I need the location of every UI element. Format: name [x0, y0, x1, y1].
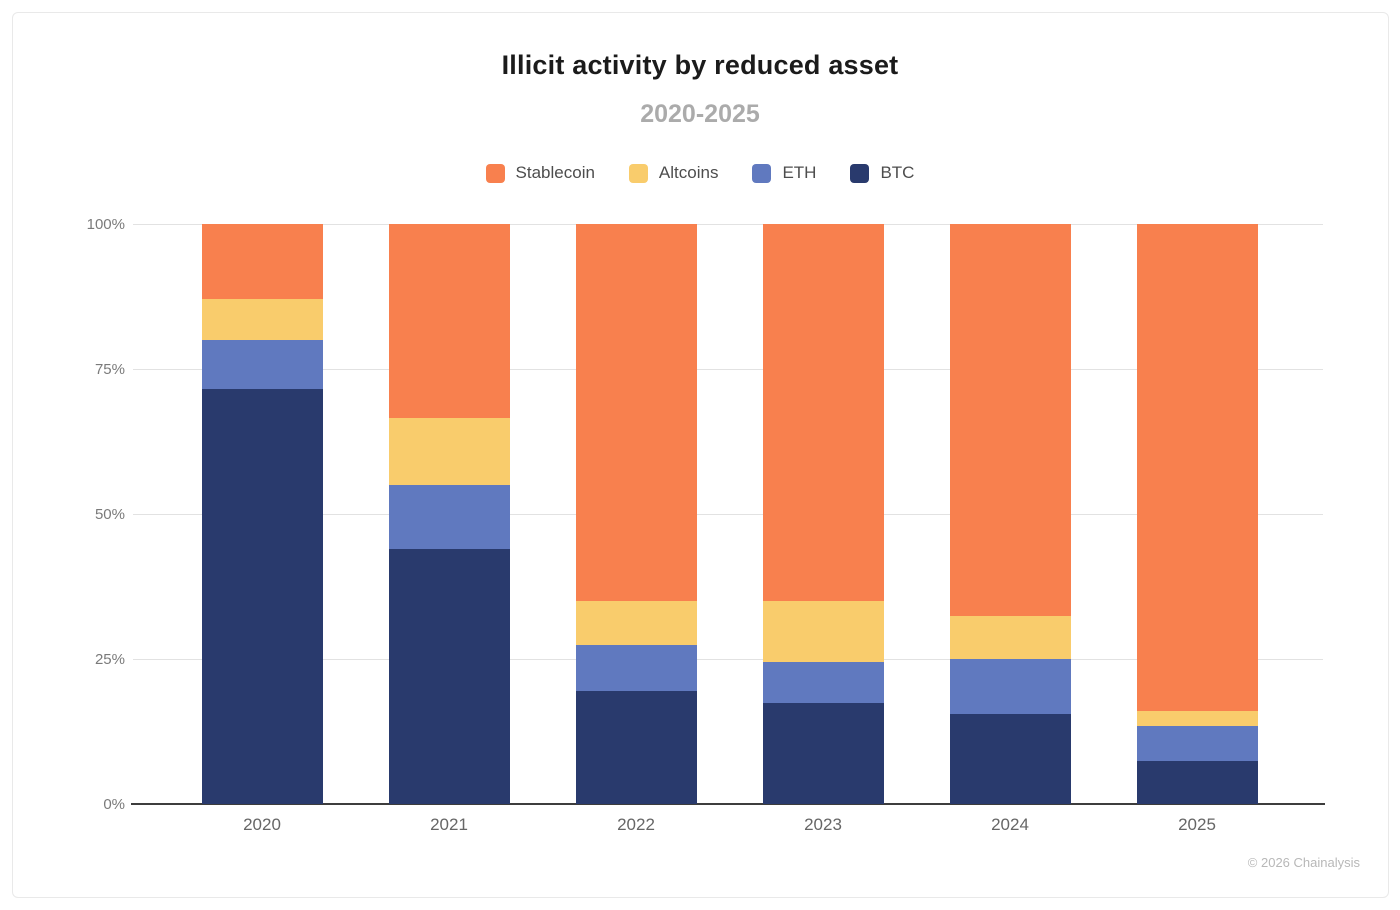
bar-segment-2021-altcoins[interactable]: [388, 418, 510, 485]
bar-2023: [762, 224, 884, 804]
bar-segment-2020-altcoins[interactable]: [201, 299, 323, 340]
bar-segment-2020-btc[interactable]: [201, 389, 323, 804]
legend-swatch-stablecoin: [485, 163, 505, 183]
x-tick-label-2023: 2023: [804, 815, 842, 834]
bar-segment-2024-altcoins[interactable]: [949, 615, 1071, 659]
chart-subtitle: 2020-2025: [640, 100, 760, 128]
bar-segment-2021-stablecoin[interactable]: [388, 224, 510, 419]
x-tick-label-2021: 2021: [430, 815, 468, 834]
bar-segment-2023-altcoins[interactable]: [762, 601, 884, 662]
gridline-50: [133, 513, 1323, 515]
legend-label: Altcoins: [658, 163, 719, 182]
legend-item-stablecoin[interactable]: Stablecoin: [485, 163, 595, 183]
legend-swatch-eth: [752, 163, 772, 183]
legend-swatch-altcoins: [628, 163, 648, 183]
bar-segment-2025-altcoins[interactable]: [1136, 711, 1258, 726]
legend-label: BTC: [880, 163, 915, 182]
gridline-75: [133, 368, 1323, 370]
y-axis-labels: 0% 25% 50% 75% 100%: [55, 216, 125, 813]
bar-segment-2022-altcoins[interactable]: [575, 601, 697, 645]
x-axis-labels: 2020 2021 2022 2023 2024 2025: [133, 815, 1323, 841]
y-tick-label-75: 75%: [94, 361, 125, 378]
bar-segment-2024-btc[interactable]: [949, 714, 1071, 804]
bar-segment-2024-eth[interactable]: [949, 659, 1071, 715]
bar-2024: [949, 224, 1071, 804]
bar-segment-2022-stablecoin[interactable]: [575, 224, 697, 601]
legend-swatch-btc: [850, 163, 870, 183]
bar-2025: [1136, 224, 1258, 804]
bar-2020: [201, 224, 323, 804]
x-axis-line: [131, 803, 1325, 805]
bar-segment-2020-stablecoin[interactable]: [201, 224, 323, 300]
bar-segment-2024-stablecoin[interactable]: [949, 224, 1071, 616]
y-tick-label-0: 0%: [103, 796, 125, 813]
bar-segment-2023-eth[interactable]: [762, 661, 884, 703]
y-tick-label-100: 100%: [86, 216, 125, 233]
bar-segment-2020-eth[interactable]: [201, 340, 323, 390]
bar-segment-2021-eth[interactable]: [388, 485, 510, 549]
gridline-25: [133, 658, 1323, 660]
y-tick-label-50: 50%: [94, 506, 125, 523]
legend-item-eth[interactable]: ETH: [752, 163, 816, 183]
bar-segment-2023-btc[interactable]: [762, 702, 884, 804]
bar-2022: [575, 224, 697, 804]
y-tick-label-25: 25%: [94, 651, 125, 668]
bar-segment-2022-btc[interactable]: [575, 690, 697, 804]
legend-item-btc[interactable]: BTC: [850, 163, 914, 183]
x-tick-label-2022: 2022: [617, 815, 655, 834]
legend-item-altcoins[interactable]: Altcoins: [628, 163, 719, 183]
copyright-notice: © 2026 Chainalysis: [1247, 855, 1360, 870]
legend-label: ETH: [782, 163, 817, 182]
bar-segment-2022-eth[interactable]: [575, 644, 697, 691]
bar-segment-2025-eth[interactable]: [1136, 725, 1258, 761]
bar-segment-2025-btc[interactable]: [1136, 760, 1258, 804]
legend-label: Stablecoin: [515, 163, 595, 182]
x-tick-label-2020: 2020: [243, 815, 281, 834]
x-tick-label-2024: 2024: [991, 815, 1029, 834]
legend: Stablecoin Altcoins ETH BTC: [0, 163, 1400, 183]
x-tick-label-2025: 2025: [1178, 815, 1216, 834]
bar-segment-2021-btc[interactable]: [388, 548, 510, 804]
bar-segment-2025-stablecoin[interactable]: [1136, 224, 1258, 712]
plot-area: [131, 223, 1325, 805]
bar-2021: [388, 224, 510, 804]
bar-segment-2023-stablecoin[interactable]: [762, 224, 884, 601]
gridline-100: [133, 223, 1323, 225]
chart-title: Illicit activity by reduced asset: [501, 50, 899, 80]
